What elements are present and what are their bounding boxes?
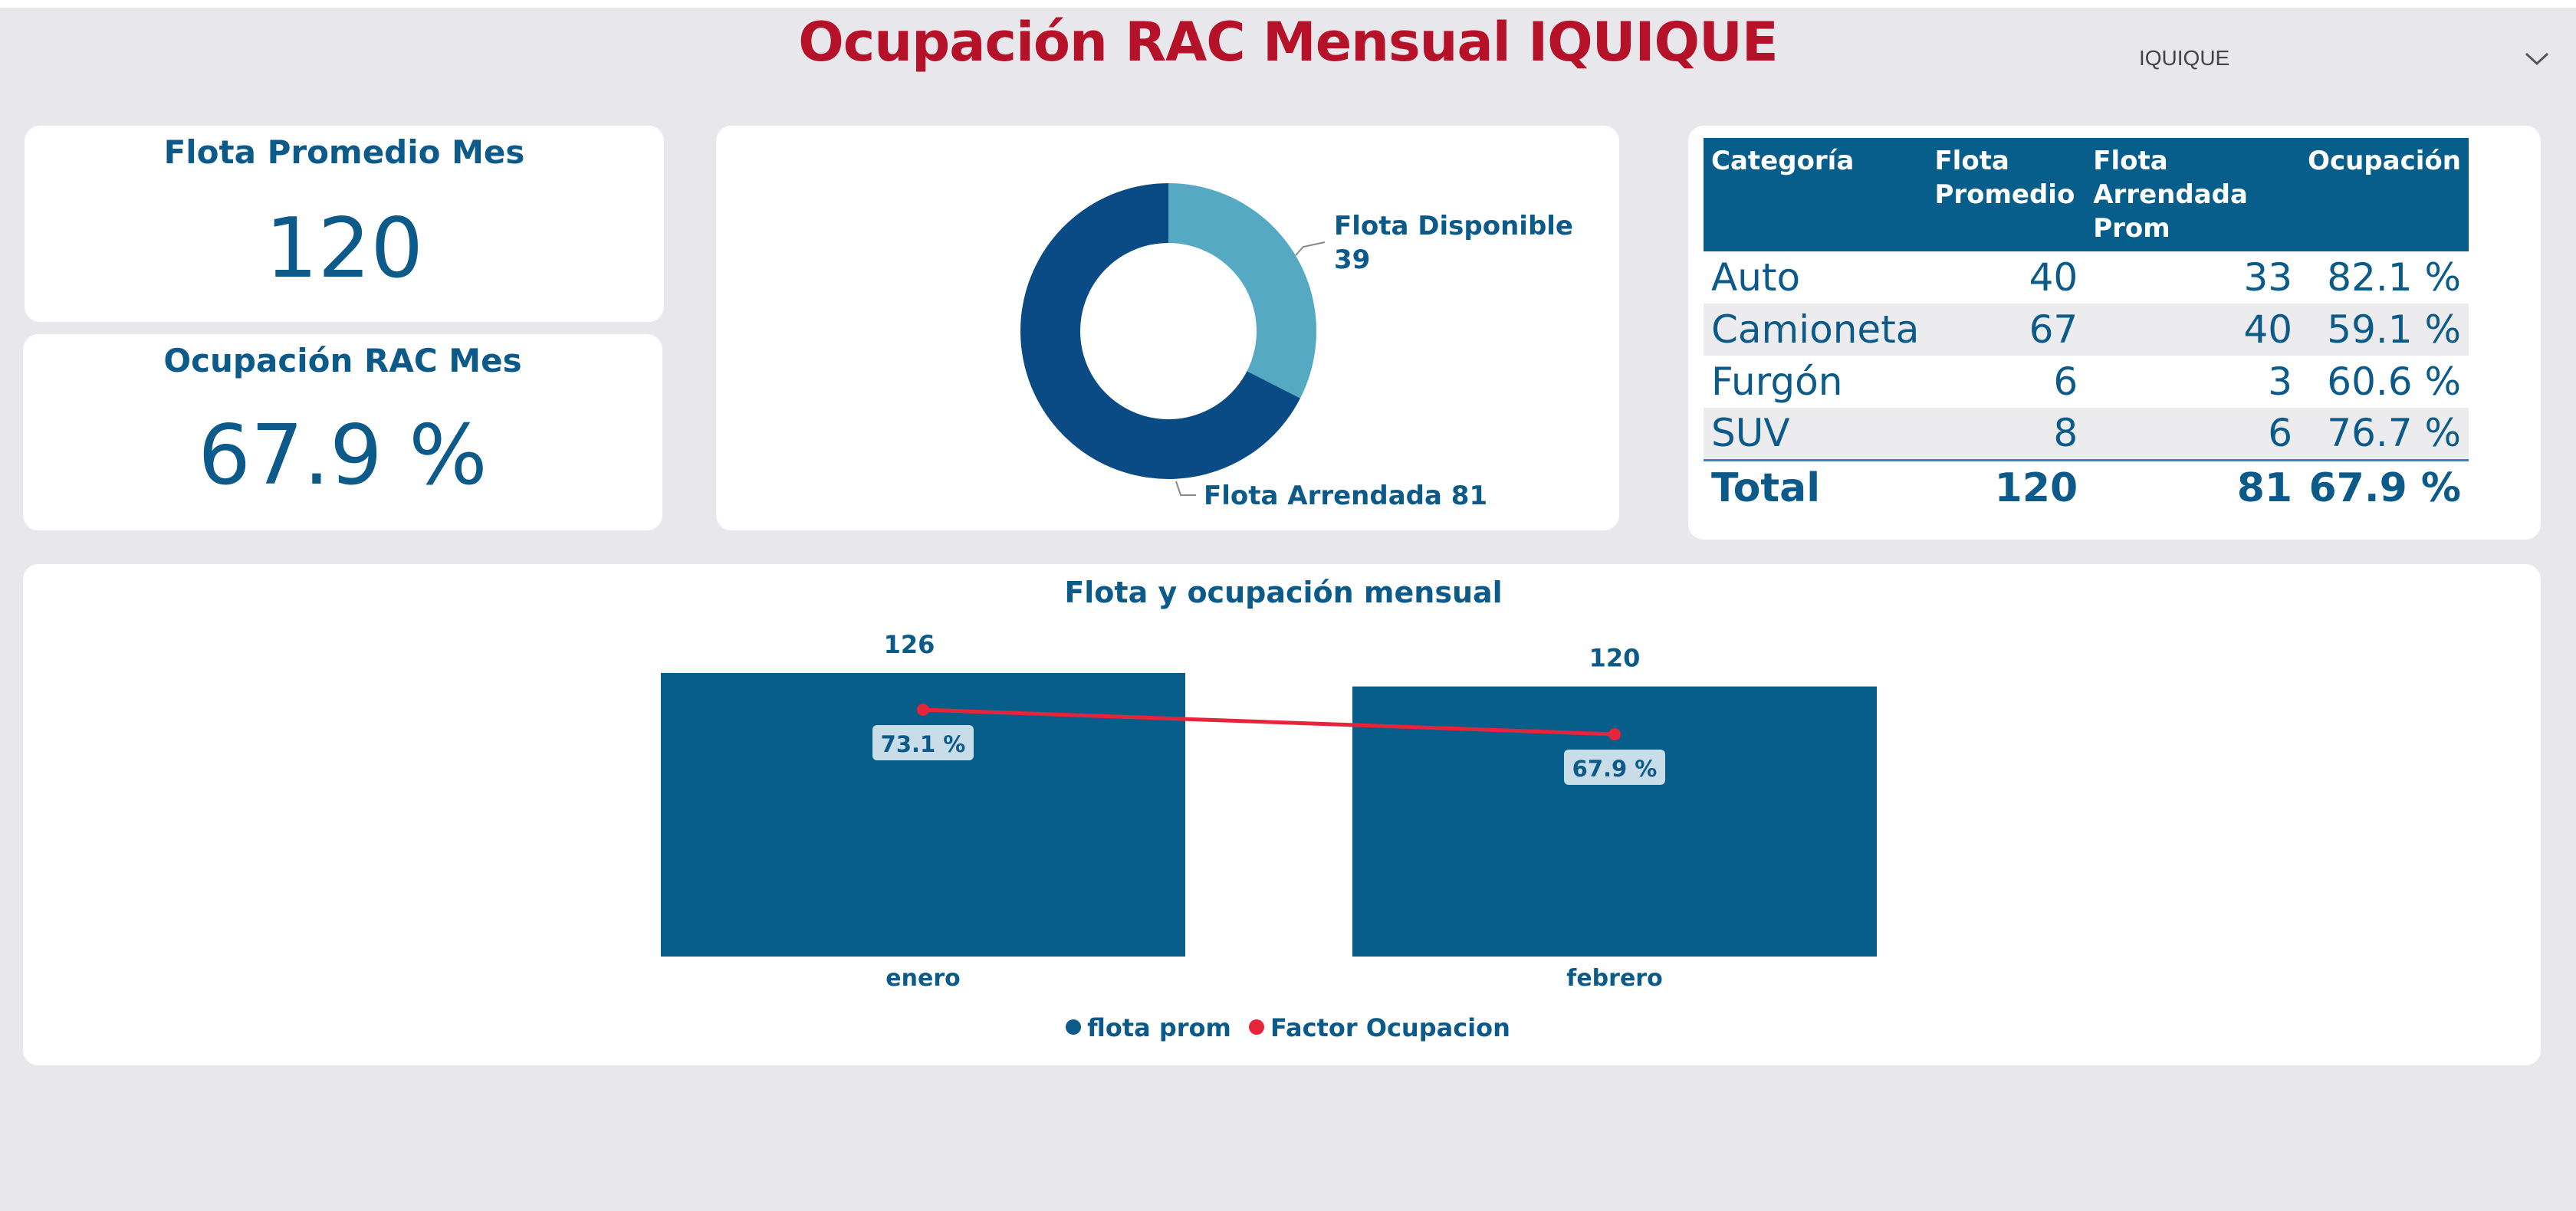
bar-chart-card [23, 564, 2541, 1065]
table-total-cell: Total [1704, 458, 1927, 515]
line-value-label: 67.9 % [1572, 756, 1658, 782]
table-row[interactable]: Furgón 6 3 60.6 % [1704, 356, 2469, 408]
table-total-cell: 120 [1927, 458, 2086, 515]
table-total-cell: 81 [2085, 458, 2301, 515]
table-row[interactable]: Camioneta 67 40 59.1 % [1704, 304, 2469, 356]
table-cell: SUV [1704, 408, 1927, 460]
table-header-line: Promedio [1934, 179, 2075, 210]
table-header-line: Categoría [1711, 146, 1855, 176]
table-header-1[interactable]: Flota Promedio [1927, 138, 2086, 251]
line-value-label: 73.1 % [881, 731, 966, 757]
slicer-value: IQUIQUE [2139, 46, 2230, 70]
table-header-2[interactable]: Flota Arrendada Prom [2085, 138, 2301, 251]
legend-label-factor: Factor Ocupacion [1270, 1013, 1510, 1042]
donut-chart: Flota Disponible 39 Flota Arrendada 81 [1020, 183, 1573, 511]
x-tick-label: enero [886, 965, 960, 992]
table-header-row: Categoría Flota Promedio Flota Arrendada Pro… [1704, 138, 2469, 251]
table-total-cell: 67.9 % [2300, 458, 2469, 515]
donut-slice-arrendada[interactable] [1020, 183, 1300, 479]
table-cell: Camioneta [1704, 304, 1927, 356]
donut-label-arrendada-value: 81 [1451, 481, 1487, 511]
table-cell: 6 [2053, 359, 2078, 404]
table-header-line: Ocupación [2308, 146, 2461, 176]
combo-legend: flota prom Factor Ocupacion [0, 1013, 2576, 1042]
x-tick-label: febrero [1566, 965, 1662, 992]
page-title: Ocupación RAC Mensual IQUIQUE [798, 11, 1778, 74]
table-cell: 33 [2243, 255, 2293, 300]
kpi-flota-title: Flota Promedio Mes [163, 133, 525, 171]
legend-label-flota: flota prom [1087, 1013, 1231, 1042]
table-cell: Auto [1711, 255, 1801, 300]
table-cell: 3 [2268, 359, 2293, 404]
kpi-card-flota: Flota Promedio Mes 120 [25, 126, 664, 322]
category-table: Categoría Flota Promedio Flota Arrendada Pro… [1704, 138, 2469, 515]
table-cell: 76.7 % [2300, 408, 2469, 460]
donut-label-arrendada-name: Flota Arrendada [1204, 481, 1442, 511]
city-slicer[interactable]: IQUIQUE [2131, 43, 2561, 81]
line-point[interactable] [1608, 727, 1621, 740]
table-header-3[interactable]: Ocupación [2300, 138, 2469, 251]
legend-dot-factor [1248, 1019, 1264, 1035]
table-cell: 40 [2085, 304, 2301, 356]
table-row[interactable]: SUV 8 6 76.7 % [1704, 408, 2469, 460]
donut-card: Flota Disponible 39 Flota Arrendada 81 [716, 126, 1619, 530]
donut-label-disponible: Flota Disponible [1334, 211, 1573, 241]
table-cell: 40 [2029, 255, 2078, 300]
bar-value-label: 126 [884, 630, 935, 659]
table-cell: 8 [1927, 408, 2086, 460]
table-cell: 82.1 % [2327, 255, 2461, 300]
combo-chart-title: Flota y ocupación mensual [1064, 576, 1502, 609]
bar-enero[interactable] [661, 673, 1185, 957]
line-label-background [872, 725, 974, 760]
table-total-row: Total 120 81 67.9 % [1704, 458, 2469, 515]
donut-value-disponible: 39 [1334, 244, 1370, 275]
table-cell: 59.1 % [2300, 304, 2469, 356]
legend-dot-flota [1066, 1019, 1082, 1035]
table-header-line: Flota [1934, 146, 2009, 176]
top-band [0, 0, 2576, 8]
table-cell: 60.6 % [2327, 359, 2461, 404]
kpi-ocupacion-value: 67.9 % [198, 408, 488, 504]
kpi-flota-value: 120 [264, 201, 424, 297]
legend-item-factor[interactable]: Factor Ocupacion [1248, 1013, 1510, 1042]
donut-label-arrendada: Flota Arrendada 81 [1204, 481, 1487, 511]
line-factor-ocupacion [922, 707, 1615, 737]
table-cell: Furgón [1711, 359, 1843, 404]
kpi-card-ocupacion: Ocupación RAC Mes 67.9 % [23, 334, 662, 530]
chevron-down-icon[interactable] [2524, 48, 2550, 69]
line-label-background [1564, 749, 1665, 785]
donut-slice-disponible[interactable] [1168, 183, 1316, 399]
table-header-0[interactable]: Categoría [1704, 138, 1927, 251]
table-header-line: Prom [2093, 213, 2170, 244]
bar-value-label: 120 [1589, 644, 1641, 673]
table-cell: 6 [2085, 408, 2301, 460]
kpi-ocupacion-title: Ocupación RAC Mes [163, 342, 522, 379]
line-point[interactable] [917, 704, 929, 716]
table-cell: 67 [1927, 304, 2086, 356]
legend-item-flota[interactable]: flota prom [1066, 1013, 1231, 1042]
table-row[interactable]: Auto 40 33 82.1 % [1704, 251, 2469, 304]
table-header-line: Flota Arrendada [2093, 146, 2248, 210]
